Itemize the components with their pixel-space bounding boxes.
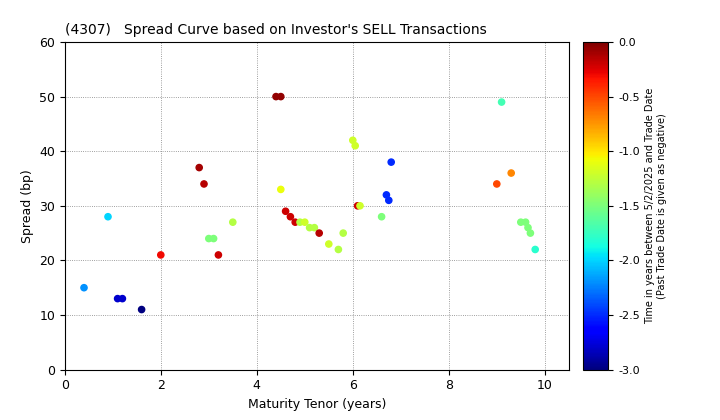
Y-axis label: Spread (bp): Spread (bp)	[21, 169, 34, 243]
Point	[520, 219, 531, 226]
Point	[505, 170, 517, 176]
Point	[529, 246, 541, 253]
Point	[284, 213, 296, 220]
Point	[203, 235, 215, 242]
Point	[381, 192, 392, 198]
Point	[275, 186, 287, 193]
Point	[383, 197, 395, 204]
Point	[333, 246, 344, 253]
Point	[349, 142, 361, 149]
Point	[352, 202, 364, 209]
Point	[136, 306, 148, 313]
Point	[102, 213, 114, 220]
Text: (4307)   Spread Curve based on Investor's SELL Transactions: (4307) Spread Curve based on Investor's …	[65, 23, 487, 37]
Point	[78, 284, 90, 291]
Point	[155, 252, 166, 258]
Point	[289, 219, 301, 226]
Point	[338, 230, 349, 236]
Y-axis label: Time in years between 5/2/2025 and Trade Date
(Past Trade Date is given as negat: Time in years between 5/2/2025 and Trade…	[645, 88, 667, 324]
Point	[522, 224, 534, 231]
Point	[198, 181, 210, 187]
Point	[525, 230, 536, 236]
Point	[294, 219, 306, 226]
Point	[309, 224, 320, 231]
Point	[112, 295, 123, 302]
Point	[270, 93, 282, 100]
Point	[299, 219, 310, 226]
Point	[385, 159, 397, 165]
Point	[515, 219, 526, 226]
Point	[117, 295, 128, 302]
Point	[491, 181, 503, 187]
Point	[212, 252, 224, 258]
Point	[304, 224, 315, 231]
Point	[323, 241, 335, 247]
Point	[275, 93, 287, 100]
Point	[376, 213, 387, 220]
Point	[208, 235, 220, 242]
Point	[354, 202, 366, 209]
Point	[280, 208, 292, 215]
X-axis label: Maturity Tenor (years): Maturity Tenor (years)	[248, 398, 386, 411]
Point	[194, 164, 205, 171]
Point	[313, 230, 325, 236]
Point	[227, 219, 238, 226]
Point	[347, 137, 359, 144]
Point	[496, 99, 508, 105]
